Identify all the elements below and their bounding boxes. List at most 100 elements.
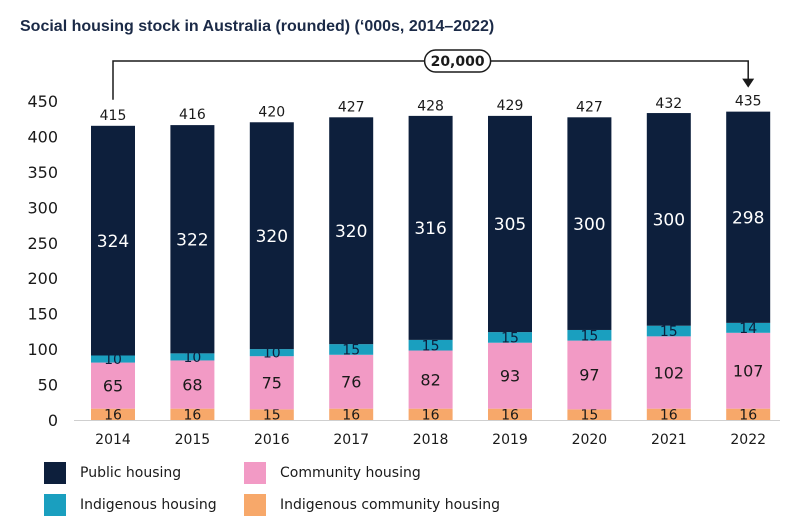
y-tick-label: 300 <box>27 198 58 217</box>
bar-total-label: 428 <box>417 99 444 115</box>
x-tick-label: 2019 <box>492 432 528 448</box>
y-tick-label: 100 <box>27 340 58 359</box>
bar-segment-public <box>170 125 215 354</box>
bar-segment-public <box>488 115 532 333</box>
bar-segment-public <box>329 117 374 345</box>
legend-swatch-indigenous-community <box>244 494 266 516</box>
x-tick-label: 2017 <box>333 432 369 448</box>
bar-segment-indigenous <box>91 355 135 363</box>
legend-swatch-community <box>244 462 266 484</box>
y-tick-label: 200 <box>27 269 58 288</box>
x-tick-label: 2021 <box>651 432 687 448</box>
bar-value-label: 15 <box>422 338 440 354</box>
stacked-bar-chart: 0 50 100 150 200 250 300 350 400 450 16 65 10 324 415 2… <box>27 49 780 448</box>
bar-segment-community <box>249 356 294 410</box>
bar-segment-community <box>170 360 215 409</box>
x-tick-label: 2016 <box>254 432 290 448</box>
x-tick-label: 2020 <box>572 432 608 448</box>
bar-value-label: 75 <box>262 374 282 393</box>
y-tick-label: 450 <box>27 92 58 111</box>
bar-value-label: 16 <box>104 407 122 423</box>
y-tick-label: 400 <box>27 127 58 146</box>
bar-total-label: 432 <box>655 96 682 112</box>
bar-value-label: 102 <box>654 363 685 382</box>
bar-segment-public <box>408 115 453 340</box>
bar-segment-indigenous-community <box>488 408 532 420</box>
bar-value-label: 300 <box>573 215 605 235</box>
bar-value-label: 14 <box>739 321 757 337</box>
bar-value-label: 10 <box>183 350 201 366</box>
bar-value-label: 16 <box>342 407 360 423</box>
bar-value-label: 107 <box>733 361 764 380</box>
bar-segment-indigenous-community <box>170 408 215 420</box>
bar-segment-indigenous <box>488 332 532 343</box>
bar-segment-indigenous <box>567 329 612 341</box>
bar-value-label: 65 <box>103 376 123 395</box>
bar-segment-community <box>329 354 374 409</box>
y-tick-label: 350 <box>27 163 58 182</box>
bar-segment-public <box>249 122 294 350</box>
x-tick-label: 2014 <box>95 432 131 448</box>
bar-segment-indigenous-community <box>91 408 135 420</box>
bar-segment-indigenous <box>646 325 691 337</box>
bar-value-label: 298 <box>732 208 764 228</box>
legend-item-indigenous-community: Indigenous community housing <box>244 494 500 516</box>
bar-segment-public <box>567 117 612 330</box>
bar-total-label: 420 <box>258 104 285 120</box>
bar-value-label: 16 <box>501 407 519 423</box>
bar-segment-indigenous-community <box>567 409 612 420</box>
bar-total-label: 427 <box>576 99 603 115</box>
bar-segment-community <box>726 332 771 409</box>
bar-segment-indigenous <box>408 339 453 351</box>
bar-segment-indigenous-community <box>408 408 453 420</box>
bar-value-label: 15 <box>342 343 360 359</box>
bar-total-label: 427 <box>338 99 365 115</box>
bar-segment-indigenous-community <box>646 408 691 420</box>
legend-label-indigenous: Indigenous housing <box>80 497 217 513</box>
bar-value-label: 15 <box>660 324 678 340</box>
legend-label-public: Public housing <box>80 465 182 481</box>
bar-value-label: 16 <box>422 407 440 423</box>
bar-value-label: 10 <box>263 346 281 362</box>
bar-value-label: 320 <box>256 227 288 247</box>
bar-segment-indigenous <box>726 322 771 333</box>
chart-title: Social housing stock in Australia (round… <box>20 18 495 35</box>
legend-item-public: Public housing <box>44 462 181 484</box>
bar-segment-public <box>91 125 135 356</box>
y-tick-label: 0 <box>48 411 58 430</box>
y-tick-label: 250 <box>27 234 58 253</box>
x-tick-label: 2015 <box>175 432 211 448</box>
annotation-bracket-left <box>112 60 425 100</box>
x-tick-label: 2022 <box>730 432 766 448</box>
annotation-arrowhead <box>742 78 755 88</box>
bar-value-label: 15 <box>263 408 281 424</box>
bar-value-label: 16 <box>660 407 678 423</box>
bar-value-label: 16 <box>183 407 201 423</box>
bar-value-label: 300 <box>653 211 685 231</box>
bar-segment-public <box>646 113 691 326</box>
annotation-bracket-right <box>490 60 749 82</box>
bar-value-label: 305 <box>494 215 526 235</box>
bar-total-label: 435 <box>735 94 762 110</box>
bar-segment-community <box>408 350 453 409</box>
bar-value-label: 15 <box>580 328 598 344</box>
bar-value-label: 97 <box>579 366 599 385</box>
bar-value-label: 15 <box>580 408 598 424</box>
bar-segment-indigenous <box>329 344 374 355</box>
bar-total-label: 429 <box>497 98 524 114</box>
legend-item-community: Community housing <box>244 462 421 484</box>
bar-segment-indigenous-community <box>249 409 294 420</box>
bar-segment-indigenous-community <box>726 408 771 420</box>
bar-segment-community <box>567 340 612 410</box>
bar-segment-indigenous <box>249 349 294 357</box>
bar-value-label: 322 <box>176 230 208 250</box>
legend-swatch-indigenous <box>44 494 66 516</box>
bar-value-label: 16 <box>739 407 757 423</box>
bar-value-label: 316 <box>414 219 446 239</box>
bar-value-label: 10 <box>104 352 122 368</box>
bar-segment-community <box>646 336 691 409</box>
bar-total-label: 416 <box>179 107 206 123</box>
bar-value-label: 324 <box>97 232 129 252</box>
bar-segment-community <box>488 342 532 409</box>
bar-segment-indigenous <box>170 353 215 361</box>
